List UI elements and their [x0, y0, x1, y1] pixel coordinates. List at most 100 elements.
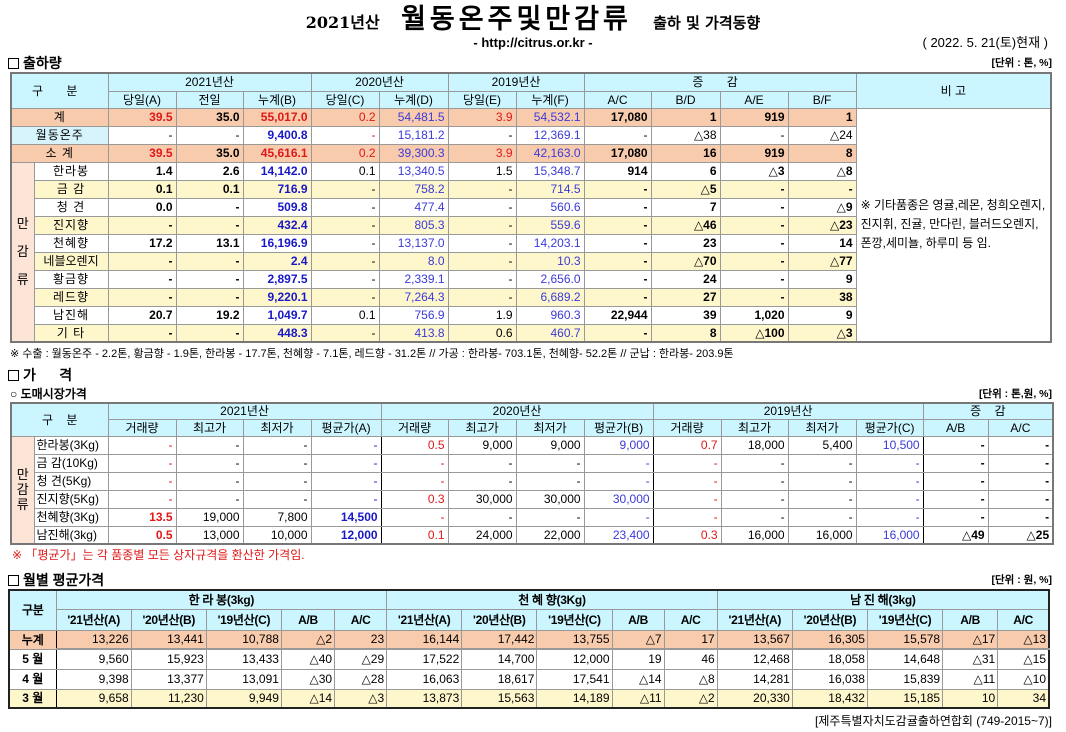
data-cell: -	[719, 251, 789, 271]
data-cell: 8	[650, 323, 721, 343]
row-label: 월동온주	[10, 125, 109, 145]
column-header: 최저가	[515, 418, 585, 437]
data-cell: 23	[650, 233, 721, 253]
data-cell: △8	[663, 668, 718, 690]
column-header: 최저가	[787, 418, 857, 437]
section-label: 가 격	[23, 367, 73, 383]
column-header: 평균가(B)	[583, 418, 654, 437]
data-cell: 24	[650, 269, 721, 289]
data-cell: 34	[997, 688, 1050, 709]
data-cell: 2,339.1	[378, 269, 449, 289]
data-cell: -	[310, 197, 380, 217]
data-cell: -	[987, 471, 1054, 491]
data-cell: 413.8	[378, 323, 449, 343]
data-cell: 960.3	[515, 305, 585, 325]
data-cell: △25	[987, 525, 1054, 545]
data-cell: -	[175, 215, 244, 235]
data-cell: 39	[650, 305, 721, 325]
header-year: 2021년산	[107, 72, 312, 92]
data-cell: △11	[942, 668, 999, 690]
title-main: 월동온주및만감류	[401, 4, 632, 34]
table-row: 3 월 9,658 11,230 9,949 △14 △3 13,873 15,563 14,1…	[8, 688, 1050, 709]
data-cell: 9,658	[55, 688, 132, 709]
group-label-mangamryu: 만 감 류	[10, 161, 35, 343]
data-cell: -	[310, 251, 380, 271]
data-cell: 805.3	[378, 215, 449, 235]
data-cell: 16,000	[855, 525, 924, 545]
data-cell: 477.4	[378, 197, 449, 217]
data-cell: 559.6	[515, 215, 585, 235]
data-cell: 9,000	[583, 435, 654, 455]
data-cell: 14,203.1	[515, 233, 585, 253]
data-cell: -	[380, 471, 449, 491]
column-header: '20년산(B)	[461, 608, 538, 631]
data-cell: -	[107, 215, 177, 235]
column-header: '19년산(C)	[536, 608, 613, 631]
data-cell: -	[310, 453, 382, 473]
data-cell: 9	[787, 305, 857, 325]
data-cell: -	[719, 125, 789, 145]
row-label: 진지향(5Kg)	[33, 489, 109, 509]
data-cell: 23	[334, 629, 388, 650]
shipment-unit: [단위 : 톤, %]	[991, 57, 1052, 69]
data-cell: 16,196.9	[242, 233, 312, 253]
data-cell: 0.1	[175, 179, 244, 199]
data-cell: 14,700	[461, 648, 538, 670]
row-label: 금 감(10Kg)	[33, 453, 109, 473]
table-row: 레드향 - -9,220.1-7,264.3-6,689.2-27-38	[11, 287, 1051, 307]
data-cell: -	[310, 179, 380, 199]
data-cell: △23	[787, 215, 857, 235]
data-cell: 15,181.2	[378, 125, 449, 145]
checkbox-square-icon	[8, 575, 19, 586]
data-cell: 0.5	[107, 525, 177, 545]
data-cell: -	[242, 453, 312, 473]
data-cell: △14	[280, 688, 336, 709]
data-cell: -	[720, 471, 789, 491]
data-cell: -	[175, 453, 244, 473]
data-cell: 9,000	[447, 435, 517, 455]
data-cell: 30,000	[447, 489, 517, 509]
data-cell: △28	[334, 668, 388, 690]
data-cell: -	[515, 471, 585, 491]
data-cell: -	[310, 215, 380, 235]
data-cell: 14,189	[536, 688, 613, 709]
data-cell: 1.9	[447, 305, 517, 325]
data-cell: -	[652, 453, 722, 473]
data-cell: △38	[650, 125, 721, 145]
data-cell: 7,800	[242, 507, 312, 527]
data-cell: 919	[719, 143, 789, 163]
data-cell: 0.7	[652, 435, 722, 455]
column-header: 누계(D)	[378, 90, 449, 109]
row-label: 천혜향	[33, 233, 109, 253]
data-cell: 54,481.5	[378, 107, 449, 127]
data-cell: 14,142.0	[242, 161, 312, 181]
data-cell: 0.1	[380, 525, 449, 545]
data-cell: 10,000	[242, 525, 312, 545]
column-header: A/C	[583, 90, 652, 109]
data-cell: 756.9	[378, 305, 449, 325]
data-cell: 13,873	[386, 688, 463, 709]
header-year: 2020년산	[380, 402, 654, 420]
data-cell: 54,532.1	[515, 107, 585, 127]
column-header: A/C	[334, 608, 388, 631]
column-header: 거래량	[107, 418, 177, 437]
data-cell: -	[583, 215, 652, 235]
data-cell: 17,080	[583, 143, 652, 163]
column-header: '21년산(A)	[716, 608, 793, 631]
data-cell: -	[175, 323, 244, 343]
data-cell: -	[175, 197, 244, 217]
data-cell: -	[447, 251, 517, 271]
row-label: 3 월	[8, 688, 57, 709]
table-row: 남진해 20.7 19.2 1,049.7 0.1 756.9 1.9 960.3 22,944…	[11, 305, 1051, 325]
data-cell: 7,264.3	[378, 287, 449, 307]
data-cell: 10,500	[855, 435, 924, 455]
data-cell: -	[447, 453, 517, 473]
row-label: 누계	[8, 629, 57, 650]
data-cell: △46	[650, 215, 721, 235]
title-sub: 출하 및 가격동향	[653, 14, 761, 32]
column-header: 최고가	[447, 418, 517, 437]
data-cell: -	[175, 125, 244, 145]
row-label: 진지향	[33, 215, 109, 235]
